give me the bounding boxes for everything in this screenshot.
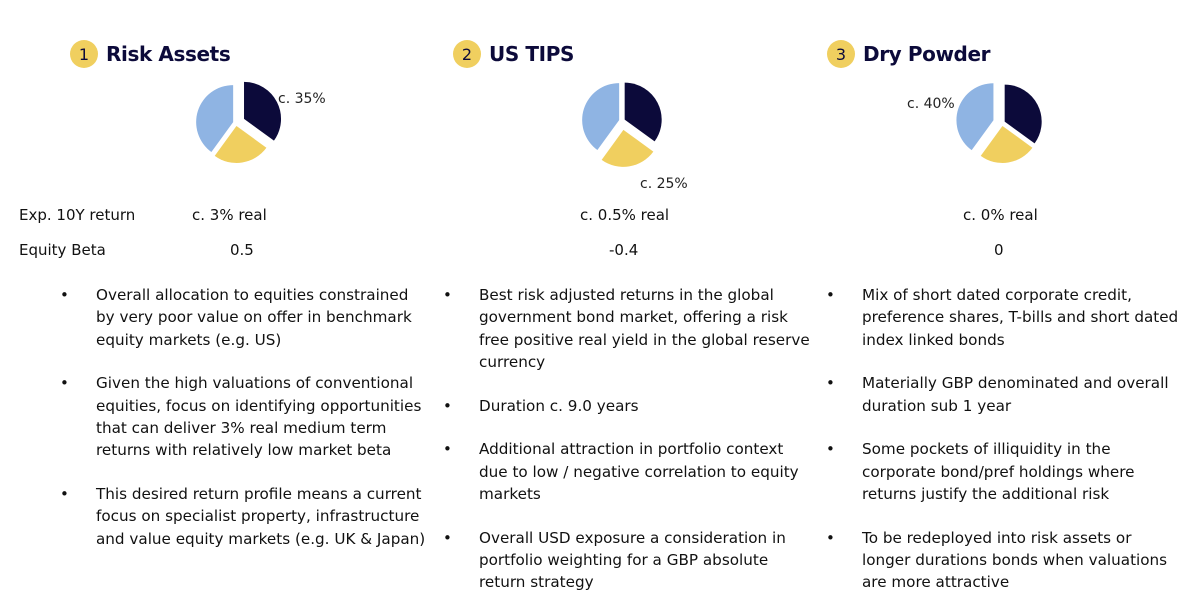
bullet-list: • Best risk adjusted returns in the globa… xyxy=(443,284,814,615)
bullet-text: To be redeployed into risk assets or lon… xyxy=(862,528,1168,592)
column-header: 2 US TIPS xyxy=(453,40,574,68)
expected-return-value: c. 3% real xyxy=(192,206,267,224)
bullet-text: Materially GBP denominated and overall d… xyxy=(862,374,1169,415)
number-badge: 2 xyxy=(453,40,481,68)
bullet-item: • Duration c. 9.0 years xyxy=(443,395,814,417)
pie-chart xyxy=(956,83,1042,163)
bullet-item: • Some pockets of illiquidity in the corp… xyxy=(826,438,1182,505)
bullet-text: Best risk adjusted returns in the global… xyxy=(479,286,810,371)
bullet-item: • To be redeployed into risk assets or lo… xyxy=(826,527,1182,594)
column-title: Risk Assets xyxy=(106,42,231,66)
bullet-dot: • xyxy=(826,374,835,393)
bullet-dot: • xyxy=(826,440,835,459)
bullet-dot: • xyxy=(826,528,835,547)
number-badge: 3 xyxy=(827,40,855,68)
pie-percent-label: c. 35% xyxy=(278,91,326,107)
bullet-dot: • xyxy=(443,440,452,459)
bullet-item: • Overall allocation to equities constrai… xyxy=(60,284,426,351)
equity-beta-value: 0.5 xyxy=(230,241,254,259)
column-title: Dry Powder xyxy=(863,42,991,66)
bullet-item: • Overall USD exposure a consideration in… xyxy=(443,527,814,594)
pie-percent-label: c. 25% xyxy=(640,176,688,192)
pie-slice-yellow xyxy=(214,125,267,163)
bullet-text: Duration c. 9.0 years xyxy=(479,396,639,415)
expected-return-value: c. 0% real xyxy=(963,206,1038,224)
pie-slice-blue xyxy=(196,85,234,153)
bullet-dot: • xyxy=(443,528,452,547)
bullet-item: • Best risk adjusted returns in the globa… xyxy=(443,284,814,373)
pie-chart xyxy=(196,81,282,163)
bullet-text: Overall allocation to equities constrain… xyxy=(96,286,412,349)
pie-slice-yellow xyxy=(980,125,1033,163)
pie-chart xyxy=(582,82,662,167)
bullet-text: Additional attraction in portfolio conte… xyxy=(479,440,799,504)
expected-return-value: c. 0.5% real xyxy=(580,206,670,224)
bullet-item: • Given the high valuations of convention… xyxy=(60,372,426,461)
pie-slice-navy xyxy=(624,82,662,142)
pie-slice-yellow xyxy=(601,129,654,167)
bullet-dot: • xyxy=(60,485,69,504)
bullet-dot: • xyxy=(443,396,452,415)
bullet-text: Mix of short dated corporate credit, pre… xyxy=(862,286,1179,349)
pie-slice-navy xyxy=(1004,84,1042,144)
bullet-dot: • xyxy=(60,286,69,304)
bullet-item: • Materially GBP denominated and overall … xyxy=(826,372,1182,417)
bullet-dot: • xyxy=(60,374,69,393)
equity-beta-value: 0 xyxy=(994,241,1004,259)
bullet-item: • Mix of short dated corporate credit, pr… xyxy=(826,284,1182,351)
column-header: 3 Dry Powder xyxy=(827,40,990,68)
bullet-text: Some pockets of illiquidity in the corpo… xyxy=(862,440,1135,504)
row-label-beta: Equity Beta xyxy=(19,241,106,259)
bullet-dot: • xyxy=(826,286,835,304)
number-badge: 1 xyxy=(70,40,98,68)
column-title: US TIPS xyxy=(489,42,574,66)
equity-beta-value: -0.4 xyxy=(609,241,639,259)
bullet-text: Overall USD exposure a consideration in … xyxy=(479,528,786,592)
bullet-text: Given the high valuations of conventiona… xyxy=(96,374,422,460)
row-label-return: Exp. 10Y return xyxy=(19,206,136,224)
pie-percent-label: c. 40% xyxy=(907,96,955,112)
bullet-list: • Mix of short dated corporate credit, pr… xyxy=(826,284,1182,615)
bullet-dot: • xyxy=(443,286,452,304)
bullet-text: This desired return profile means a curr… xyxy=(96,485,426,548)
column-header: 1 Risk Assets xyxy=(70,40,231,68)
pie-slice-blue xyxy=(956,83,994,151)
bullet-list: • Overall allocation to equities constrai… xyxy=(60,284,426,571)
bullet-item: • This desired return profile means a cur… xyxy=(60,483,426,550)
pie-slice-blue xyxy=(582,83,620,151)
pie-slice-navy xyxy=(244,81,282,141)
bullet-item: • Additional attraction in portfolio cont… xyxy=(443,438,814,505)
